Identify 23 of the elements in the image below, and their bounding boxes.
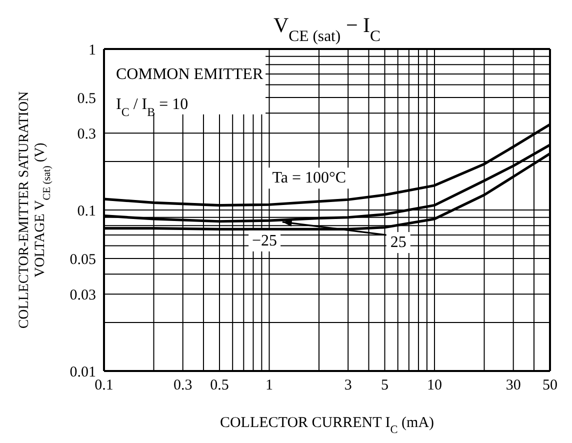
y-tick-label: 0.1 [77, 203, 96, 220]
x-tick-label: 0.5 [210, 378, 229, 394]
y-tick-label: 0.3 [77, 126, 96, 143]
x-tick-label: 3 [344, 378, 352, 394]
x-tick-label: 5 [381, 378, 388, 394]
series-label: 25 [390, 234, 406, 252]
y-tick-label: 0.05 [70, 252, 96, 268]
x-tick-label: 0.3 [173, 378, 192, 394]
y-tick-label: 0.5 [77, 90, 96, 107]
x-axis-title: COLLECTOR CURRENT I$_{C}$ (mA) [220, 415, 434, 436]
annotation: COMMON EMITTER [116, 66, 264, 83]
y-tick-label: 0.01 [70, 364, 96, 380]
x-tick-label: 30 [506, 378, 521, 394]
x-tick-label: 10 [426, 378, 442, 394]
legend-label: −25 [252, 232, 278, 250]
y-tick-label: 0.03 [70, 288, 96, 304]
chart-title: V$_{CE (sat)}$ − I$_{C}$ [273, 13, 381, 44]
x-tick-label: 50 [542, 378, 558, 394]
series-label: Ta = 100°C [272, 170, 346, 187]
x-tick-label: 0.1 [94, 378, 114, 394]
annotation: I$_{C}$ / I$_{B}$ = 10 [116, 96, 188, 119]
y-tick-label: 1 [88, 42, 96, 58]
x-tick-label: 1 [266, 378, 273, 394]
